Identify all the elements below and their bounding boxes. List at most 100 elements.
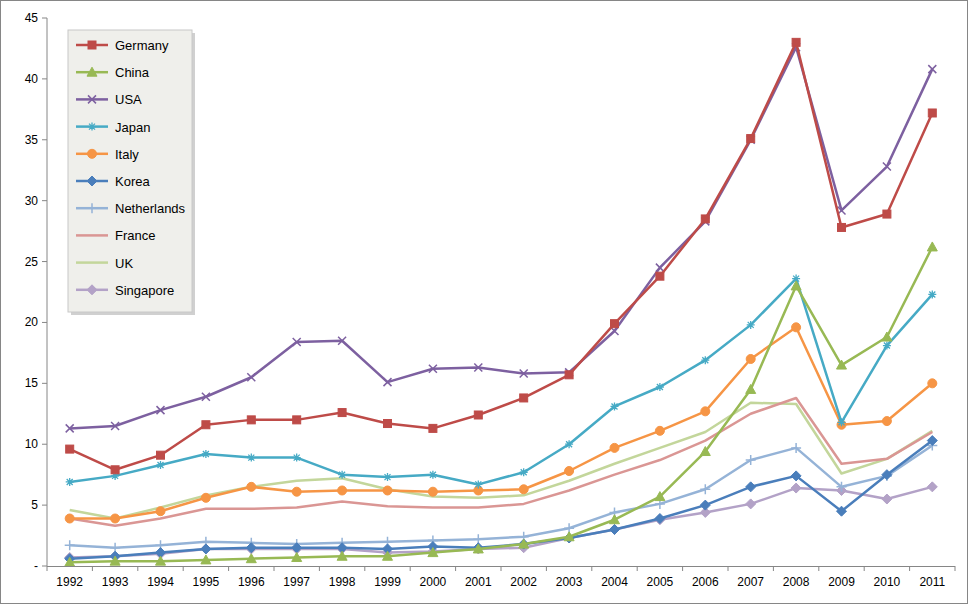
legend-label: USA xyxy=(115,92,142,107)
marker xyxy=(837,506,847,516)
marker xyxy=(928,379,937,388)
marker xyxy=(882,332,892,341)
marker xyxy=(338,486,347,495)
marker xyxy=(88,123,96,131)
x-tick-label: 2004 xyxy=(601,575,628,589)
x-tick-label: 1995 xyxy=(193,575,220,589)
marker xyxy=(611,320,619,328)
x-tick xyxy=(228,566,229,571)
chart-border xyxy=(1,1,968,604)
legend-label: UK xyxy=(115,256,133,271)
marker xyxy=(792,323,801,332)
marker xyxy=(610,515,620,524)
marker xyxy=(88,95,96,103)
marker xyxy=(292,543,302,553)
marker xyxy=(110,556,120,565)
x-tick xyxy=(682,566,683,571)
marker xyxy=(157,451,165,459)
x-tick-label: 2008 xyxy=(783,575,810,589)
legend-box xyxy=(68,30,192,312)
x-tick xyxy=(455,566,456,571)
marker xyxy=(429,471,437,479)
marker xyxy=(66,424,74,432)
marker xyxy=(655,492,665,501)
marker xyxy=(611,402,619,410)
marker xyxy=(838,223,846,231)
y-tick xyxy=(42,322,47,323)
marker xyxy=(65,514,74,523)
y-tick xyxy=(42,18,47,19)
series-line xyxy=(70,47,933,428)
marker xyxy=(201,544,211,554)
y-tick-label: 30 xyxy=(25,194,39,208)
x-tick-label: 2001 xyxy=(465,575,492,589)
marker xyxy=(746,354,755,363)
marker xyxy=(88,149,97,158)
marker xyxy=(246,554,256,563)
y-tick xyxy=(42,383,47,384)
y-tick-label: 5 xyxy=(31,498,38,512)
marker xyxy=(656,383,664,391)
x-tick xyxy=(364,566,365,571)
x-tick-label: 2009 xyxy=(828,575,855,589)
marker xyxy=(700,447,710,456)
marker xyxy=(792,38,800,46)
marker xyxy=(700,500,710,510)
series-line xyxy=(70,247,933,562)
marker xyxy=(201,544,211,554)
legend-line xyxy=(76,261,108,264)
legend-label: Germany xyxy=(115,38,169,53)
marker xyxy=(791,443,801,453)
marker xyxy=(202,450,210,458)
x-tick-label: 1998 xyxy=(329,575,356,589)
y-tick xyxy=(42,566,47,567)
marker xyxy=(883,342,891,350)
marker xyxy=(65,557,75,566)
marker xyxy=(701,407,710,416)
marker xyxy=(111,466,119,474)
y-tick-label: 20 xyxy=(25,315,39,329)
marker xyxy=(202,393,210,401)
x-tick-label: 1993 xyxy=(102,575,129,589)
x-tick-label: 1996 xyxy=(238,575,265,589)
marker xyxy=(837,360,847,369)
marker xyxy=(157,461,165,469)
series-line xyxy=(70,42,933,469)
marker xyxy=(882,417,891,426)
x-tick xyxy=(92,566,93,571)
x-tick-label: 2006 xyxy=(692,575,719,589)
marker xyxy=(564,532,574,541)
legend-label: Italy xyxy=(115,147,139,162)
series-line xyxy=(70,445,933,547)
marker xyxy=(201,493,210,502)
marker xyxy=(519,539,529,548)
marker xyxy=(66,478,74,486)
marker xyxy=(701,215,709,223)
marker xyxy=(247,373,255,381)
x-tick xyxy=(319,566,320,571)
marker xyxy=(65,540,75,550)
marker xyxy=(429,365,437,373)
marker xyxy=(428,548,438,557)
x-tick-label: 2005 xyxy=(647,575,674,589)
x-tick xyxy=(637,566,638,571)
marker xyxy=(111,514,120,523)
x-tick xyxy=(909,566,910,571)
marker xyxy=(474,411,482,419)
x-tick-label: 1999 xyxy=(374,575,401,589)
marker xyxy=(747,321,755,329)
marker xyxy=(927,482,937,492)
marker xyxy=(87,203,97,213)
marker xyxy=(520,370,528,378)
x-tick xyxy=(955,566,956,571)
marker xyxy=(428,487,437,496)
marker xyxy=(338,471,346,479)
marker xyxy=(656,264,664,272)
y-axis xyxy=(47,18,48,566)
legend-label: Korea xyxy=(115,174,150,189)
marker xyxy=(655,426,664,435)
y-tick-label: 25 xyxy=(25,255,39,269)
legend-label: Netherlands xyxy=(115,201,186,216)
y-tick-label: 15 xyxy=(25,376,39,390)
marker xyxy=(655,514,665,524)
